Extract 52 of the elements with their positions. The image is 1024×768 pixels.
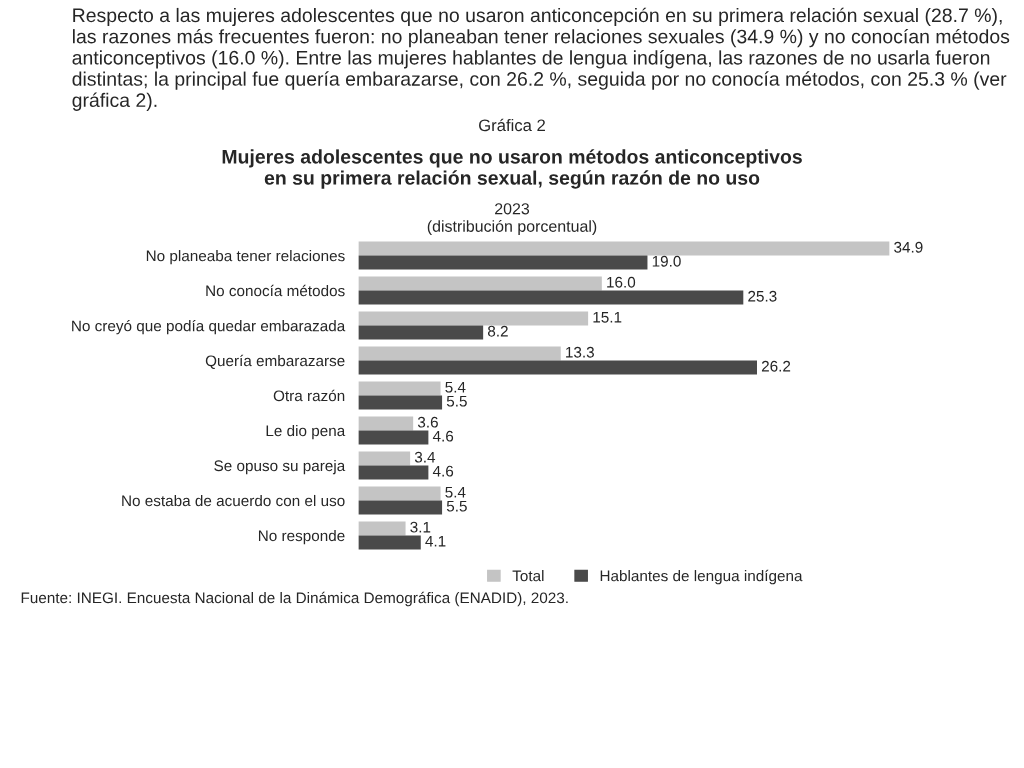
data-label: 26.2 [761, 360, 791, 372]
data-label: 5.4 [445, 486, 466, 498]
bar [358, 535, 421, 550]
bar [358, 465, 429, 480]
data-label: 4.6 [432, 465, 454, 477]
data-label: 3.4 [414, 451, 436, 463]
y-tick-label: No responde [258, 529, 345, 545]
data-label: 4.6 [432, 430, 454, 442]
bar [358, 241, 890, 256]
bar [358, 276, 602, 291]
bar [358, 521, 406, 536]
legend-label: Hablantes de lengua indígena [600, 569, 803, 585]
text: Respecto a las mujeres adolescentes que no usaron anticoncepción en su primera relación sexual (28.7 %), las razones más frecuentes fueron: no planeaban tener relaciones sexuales (34.9 %) y no conocían métodos anticonceptivos (16.0 %). Entre las mujeres hablantes de lengua indígena, las razones de no usarla fueron distintas; la principal fue quería embarazarse, con 26.2 %, seguida por no conocía métodos, con 25.3 % (ver gráfica 2). [72, 7, 1010, 111]
source-note: Fuente: INEGI. Encuesta Nacional de la Dinámica Demográfica (ENADID), 2023. [21, 591, 568, 607]
data-label: 15.1 [593, 311, 622, 323]
data-label: 8.2 [487, 325, 508, 337]
data-label: 5.4 [445, 381, 466, 393]
y-tick-label: Se opuso su pareja [214, 459, 346, 475]
bar [358, 290, 744, 305]
data-label: 5.5 [446, 395, 467, 407]
chart-subtitle: 2023 (distribución porcentual) [427, 203, 597, 236]
bar [358, 416, 414, 431]
bar [358, 325, 484, 340]
y-tick-label: No estaba de acuerdo con el uso [122, 494, 345, 507]
bar [358, 360, 757, 375]
y-tick-label: Quería embarazarse [205, 354, 345, 369]
bar [358, 381, 441, 396]
y-tick-label: No planeaba tener relaciones [146, 250, 345, 265]
legend-label: Total [512, 570, 544, 582]
y-tick-label: Le dio pena [266, 424, 346, 440]
y-tick-label: No conocía métodos [206, 284, 345, 297]
data-label: 19.0 [652, 255, 681, 267]
bar [358, 451, 411, 466]
bar [358, 255, 648, 270]
data-label: 16.0 [607, 276, 636, 288]
data-label: 3.1 [410, 521, 431, 533]
text: Gráfica 2 [479, 118, 545, 132]
data-label: 13.3 [566, 346, 594, 358]
bar [358, 311, 589, 326]
data-label: 3.6 [417, 416, 438, 428]
data-label: 5.5 [446, 500, 467, 512]
bar [358, 395, 443, 410]
data-label: 25.3 [748, 290, 777, 302]
data-label: 4.1 [425, 535, 446, 547]
y-tick-label: Otra razón [273, 389, 345, 402]
y-tick-label: No creyó que podía quedar embarazada [72, 319, 346, 335]
bar [358, 486, 441, 501]
chart-title: Mujeres adolescentes que no usaron métodos anticonceptivos en su primera relación sexual, según razón de no uso [222, 149, 802, 189]
bar [358, 430, 429, 445]
data-label: 34.9 [894, 241, 923, 253]
bar [358, 346, 561, 361]
bar [358, 500, 443, 515]
